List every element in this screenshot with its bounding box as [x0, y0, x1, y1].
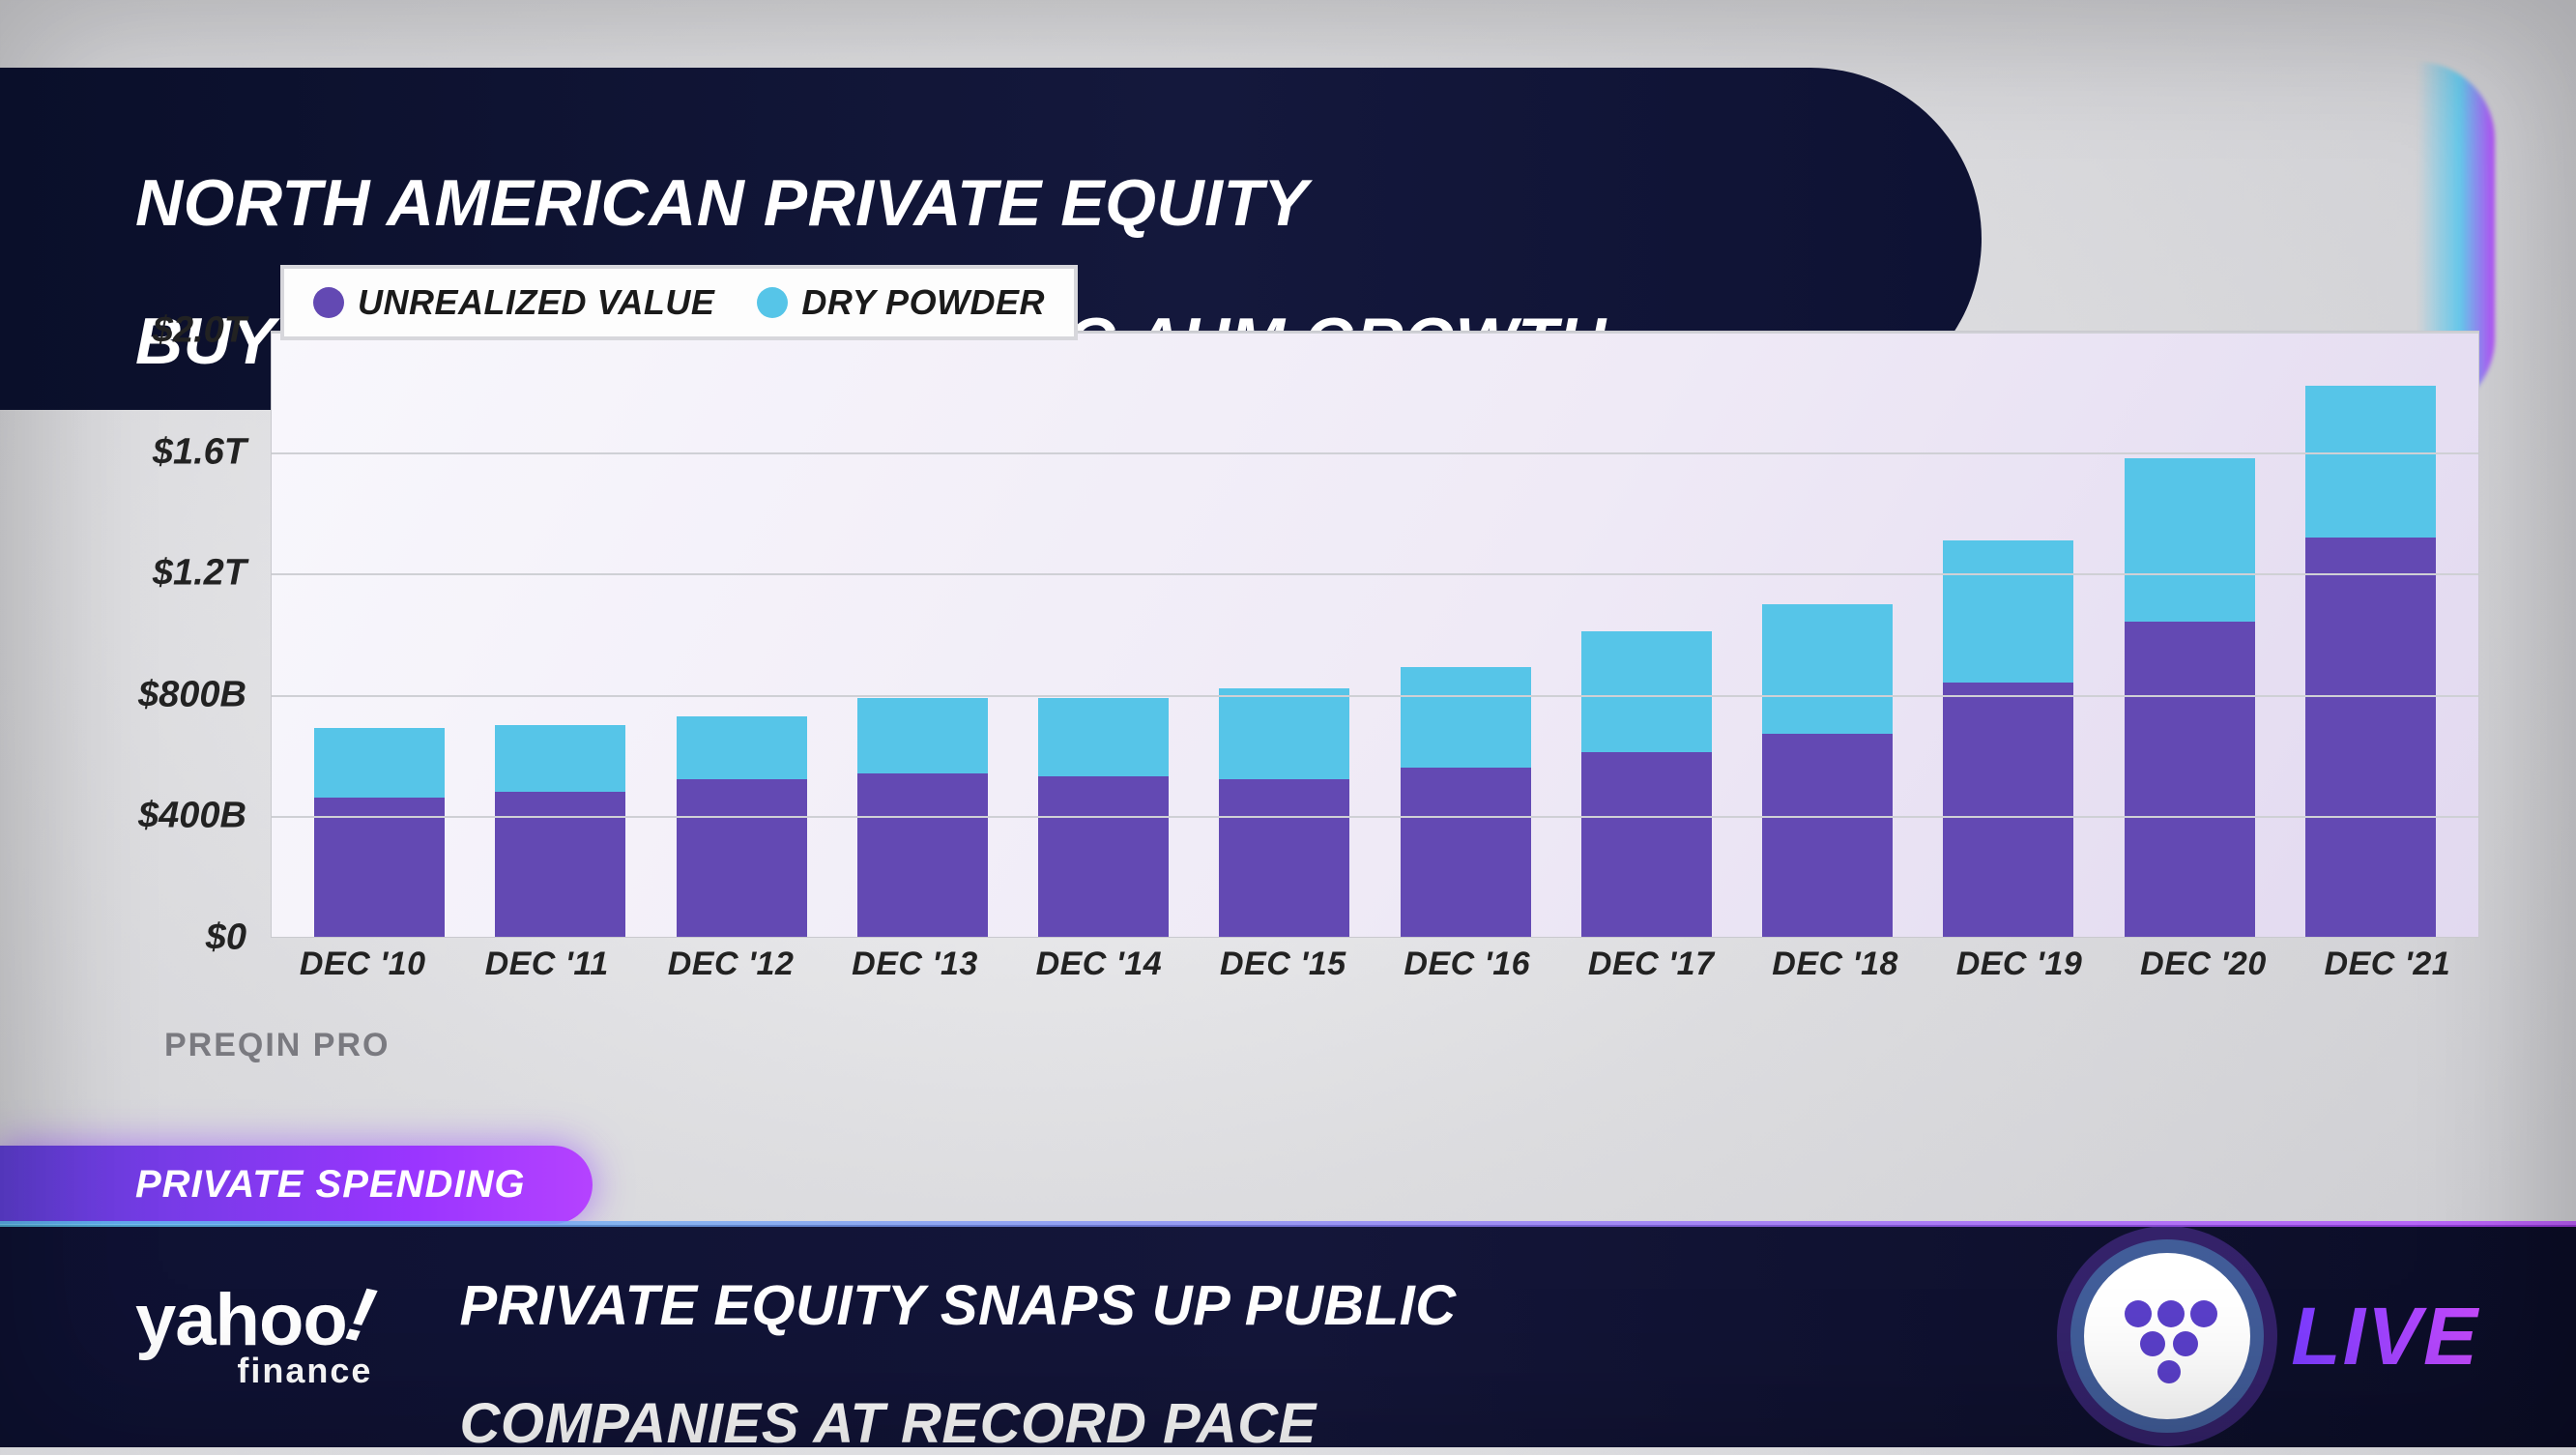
chart: UNREALIZED VALUE DRY POWDER $0 $400B $800B… [116, 271, 2479, 1005]
gridline [272, 452, 2478, 454]
bar-segment-unrealized [1943, 683, 2073, 937]
x-tick-label: DEC '10 [271, 946, 454, 1000]
live-badge-icon [2084, 1253, 2250, 1419]
chart-legend: UNREALIZED VALUE DRY POWDER [280, 265, 1078, 340]
bar-segment-unrealized [1581, 752, 1712, 937]
bar-slot [1918, 332, 2098, 937]
x-tick-label: DEC '11 [454, 946, 638, 1000]
lower-headline-line-1: PRIVATE EQUITY SNAPS UP PUBLIC [459, 1274, 1456, 1337]
bar-slot [2280, 332, 2461, 937]
x-tick-label: DEC '19 [1927, 946, 2111, 1000]
legend-label-unrealized: UNREALIZED VALUE [358, 282, 714, 323]
bar-segment-unrealized [1762, 734, 1893, 937]
x-tick-label: DEC '17 [1559, 946, 1743, 1000]
y-tick-label: $800B [138, 674, 246, 715]
bar-segment-dry [495, 725, 625, 792]
x-tick-label: DEC '14 [1007, 946, 1191, 1000]
x-tick-label: DEC '13 [823, 946, 1006, 1000]
legend-dot-unrealized [313, 287, 344, 318]
bar-segment-unrealized [1038, 776, 1169, 937]
bar-segment-unrealized [677, 779, 807, 937]
bar-slot [1375, 332, 1556, 937]
bar-slot [1013, 332, 1194, 937]
bar-segment-dry [1943, 540, 2073, 683]
bar-segment-dry [1762, 604, 1893, 735]
x-tick-label: DEC '21 [2296, 946, 2479, 1000]
headline-line-1: NORTH AMERICAN PRIVATE EQUITY [135, 166, 1308, 240]
bar-segment-dry [314, 728, 445, 798]
x-tick-label: DEC '20 [2111, 946, 2295, 1000]
bars-row [272, 332, 2478, 937]
bar-slot [1556, 332, 1737, 937]
bar-segment-unrealized [857, 773, 988, 937]
gridline [272, 573, 2478, 575]
y-tick-label: $1.2T [153, 553, 246, 595]
brand-name: yahoo [135, 1279, 347, 1361]
legend-dot-dry [757, 287, 788, 318]
lower-third-bar: yahoo! finance PRIVATE EQUITY SNAPS UP P… [0, 1225, 2576, 1447]
bar-segment-dry [1219, 688, 1349, 779]
x-tick-label: DEC '18 [1743, 946, 1926, 1000]
bar-segment-unrealized [314, 798, 445, 937]
x-tick-label: DEC '16 [1375, 946, 1559, 1000]
bar-slot [651, 332, 832, 937]
bar-slot [2099, 332, 2280, 937]
x-axis-labels: DEC '10DEC '11DEC '12DEC '13DEC '14DEC '… [271, 946, 2479, 1000]
chart-source: PREQIN PRO [164, 1027, 390, 1064]
bar-segment-dry [677, 716, 807, 780]
live-dots-icon [2119, 1293, 2215, 1380]
y-tick-label: $1.6T [153, 431, 246, 473]
bar-slot [1737, 332, 1918, 937]
lower-headline-line-2: COMPANIES AT RECORD PACE [459, 1392, 1316, 1455]
bar-slot [289, 332, 470, 937]
bar-segment-dry [857, 698, 988, 773]
bar-segment-dry [1581, 631, 1712, 752]
bar-segment-dry [1401, 667, 1531, 767]
bar-segment-unrealized [1219, 779, 1349, 937]
bar-segment-dry [1038, 698, 1169, 776]
bar-segment-unrealized [1401, 768, 1531, 937]
x-tick-label: DEC '15 [1191, 946, 1375, 1000]
y-tick-label: $0 [206, 917, 246, 959]
legend-item-unrealized: UNREALIZED VALUE [313, 282, 714, 323]
bar-segment-dry [2125, 458, 2255, 622]
legend-label-dry: DRY POWDER [801, 282, 1045, 323]
y-tick-label: $2.0T [153, 310, 246, 352]
bar-segment-unrealized [2305, 538, 2436, 937]
chart-plot-area [271, 331, 2479, 938]
y-axis-labels: $0$400B$800B$1.2T$1.6T$2.0T [97, 331, 256, 938]
live-label: LIVE [2291, 1290, 2479, 1383]
brand-logo: yahoo! finance [135, 1286, 372, 1385]
live-indicator: LIVE [2084, 1253, 2479, 1419]
bar-slot [1194, 332, 1375, 937]
topic-pill: PRIVATE SPENDING [0, 1146, 593, 1224]
x-tick-label: DEC '12 [639, 946, 823, 1000]
bar-segment-unrealized [2125, 622, 2255, 937]
gridline [272, 816, 2478, 818]
y-tick-label: $400B [138, 796, 246, 837]
bar-slot [832, 332, 1013, 937]
bar-segment-unrealized [495, 792, 625, 937]
gridline [272, 695, 2478, 697]
bar-slot [470, 332, 651, 937]
bar-segment-dry [2305, 386, 2436, 538]
legend-item-dry: DRY POWDER [757, 282, 1045, 323]
